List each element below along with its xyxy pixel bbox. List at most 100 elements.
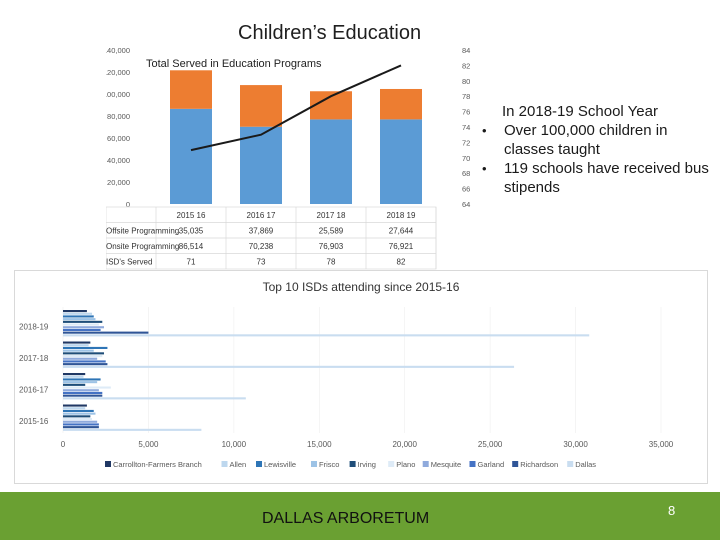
footer-title: DALLAS ARBORETUM: [262, 510, 430, 527]
legend-swatch: [388, 461, 395, 467]
y2-tick-label: 72: [462, 138, 470, 147]
legend-swatch: [349, 461, 356, 467]
x-tick-label: 30,000: [563, 440, 588, 449]
bar-garland: [63, 423, 99, 426]
bullet-heading: In 2018-19 School Year: [502, 103, 658, 120]
legend-label: Mesquite: [431, 460, 461, 469]
y-category-label: 2015-16: [19, 417, 49, 426]
bar-lewisville: [63, 378, 101, 381]
legend-label: Richardson: [520, 460, 558, 469]
bar-onsite: [310, 119, 352, 204]
page-number: 8: [668, 503, 676, 518]
chart-title: Total Served in Education Programs: [146, 58, 322, 70]
bar-plano: [63, 418, 93, 421]
table-cell: 71: [187, 258, 196, 267]
legend-label: Frisco: [319, 460, 339, 469]
bullet-item: 119 schools have received bus stipends: [482, 159, 714, 197]
bar-dallas: [63, 365, 515, 368]
y-tick-label: 20,000: [107, 178, 130, 187]
table-cell: 76,903: [319, 242, 344, 251]
table-cell: 82: [397, 258, 406, 267]
bar-lewisville: [63, 315, 94, 318]
bar-richardson: [63, 426, 99, 429]
legend-swatch: [512, 461, 519, 467]
table-cell: 37,869: [249, 227, 274, 236]
isd-chart: Top 10 ISDs attending since 2015-16 0 5,00…: [19, 280, 674, 469]
legend-label: Offsite Programming: [106, 227, 179, 236]
category-label: 2017 18: [317, 211, 346, 220]
bar-dallas: [63, 397, 246, 400]
legend-swatch: [105, 461, 111, 467]
bar-offsite: [170, 70, 212, 109]
bar-carrollton-farmers-branch: [63, 404, 87, 407]
y2-tick-label: 68: [462, 169, 470, 178]
bar-richardson: [63, 331, 149, 334]
bar-carrollton-farmers-branch: [63, 373, 86, 376]
x-tick-label: 20,000: [392, 440, 417, 449]
bullet-list: Over 100,000 children in classes taught …: [478, 121, 714, 197]
category-label: 2015 16: [177, 211, 206, 220]
bar-plano: [63, 355, 103, 358]
legend-label: Allen: [230, 460, 247, 469]
category-label: 2016 17: [247, 211, 276, 220]
bar-garland: [63, 391, 103, 394]
bar-frisco: [63, 349, 94, 352]
bar-frisco: [63, 318, 96, 321]
bar-allen: [63, 312, 93, 315]
chart-title: Top 10 ISDs attending since 2015-16: [263, 280, 460, 294]
table-cell: 27,644: [389, 227, 414, 236]
bar-irving: [63, 383, 86, 386]
y-tick-label: 0: [126, 200, 130, 209]
y2-tick-label: 70: [462, 154, 470, 163]
slide-title: Children’s Education: [238, 22, 422, 44]
bar-irving: [63, 415, 91, 418]
bar-onsite: [240, 126, 282, 204]
bar-offsite: [240, 85, 282, 127]
category-label: 2018 19: [387, 211, 416, 220]
legend-label: Dallas: [575, 460, 596, 469]
y2-tick-label: 84: [462, 46, 470, 55]
bar-dallas: [63, 428, 202, 431]
bar-frisco: [63, 412, 96, 415]
table-cell: 25,589: [319, 227, 344, 236]
isd-chart-panel: Top 10 ISDs attending since 2015-16 0 5,00…: [14, 270, 708, 484]
bar-garland: [63, 360, 106, 363]
bar-dallas: [63, 334, 590, 337]
education-chart: Total Served in Education Programs 140,00…: [34, 46, 470, 270]
bullet-item: Over 100,000 children in classes taught: [482, 121, 714, 159]
y-category-label: 2018-19: [19, 323, 49, 332]
bar-lewisville: [63, 409, 94, 412]
bar-offsite: [380, 88, 422, 120]
legend-label: Garland: [478, 460, 505, 469]
bar-richardson: [63, 394, 103, 397]
x-tick-label: 35,000: [649, 440, 674, 449]
x-tick-label: 15,000: [307, 440, 332, 449]
legend-label: Irving: [358, 460, 376, 469]
bar-mesquite: [63, 389, 99, 392]
y2-tick-label: 78: [462, 92, 470, 101]
footer-bar: [0, 492, 720, 540]
bar-carrollton-farmers-branch: [63, 310, 87, 313]
y-tick-label: 140,000: [106, 46, 130, 55]
y-tick-label: 40,000: [107, 156, 130, 165]
y-tick-label: 60,000: [107, 134, 130, 143]
y2-tick-label: 76: [462, 108, 470, 117]
table-cell: 78: [327, 258, 336, 267]
table-cell: 35,035: [179, 227, 204, 236]
y2-tick-label: 82: [462, 61, 470, 70]
table-cell: 76,921: [389, 242, 414, 251]
bar-plano: [63, 323, 99, 326]
bar-mesquite: [63, 326, 105, 329]
bar-allen: [63, 375, 84, 378]
x-tick-label: 25,000: [478, 440, 503, 449]
bar-garland: [63, 328, 101, 331]
legend-swatch: [567, 461, 574, 467]
y2-tick-label: 66: [462, 185, 470, 194]
y2-tick-label: 80: [462, 77, 470, 86]
legend-swatch: [256, 461, 262, 467]
education-chart-panel: Total Served in Education Programs 140,00…: [34, 42, 474, 270]
legend-swatch: [469, 461, 476, 467]
table-cell: 73: [257, 258, 266, 267]
x-tick-label: 10,000: [222, 440, 247, 449]
bullet-block: In 2018-19 School Year Over 100,000 chil…: [478, 102, 714, 197]
